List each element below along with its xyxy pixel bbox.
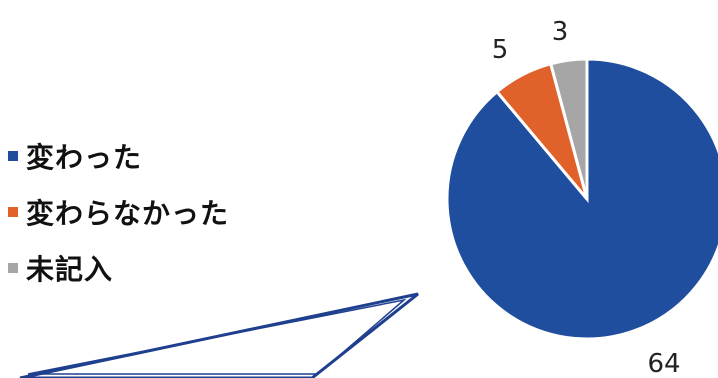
callout-arrow [19, 292, 419, 378]
data-label: 3 [552, 17, 569, 47]
pie-slice-changed [445, 57, 718, 341]
legend-swatch [8, 263, 18, 273]
legend-label: 未記入 [26, 253, 114, 286]
legend-item-unchanged: 変わらなかった [8, 194, 229, 230]
data-label: 64 [647, 349, 680, 378]
legend-swatch [8, 151, 18, 161]
legend: 変わった 変わらなかった 未記入 [8, 138, 229, 286]
data-labels: 64 5 3 [492, 17, 681, 378]
legend-item-changed: 変わった [8, 138, 229, 174]
legend-label: 変わった [26, 141, 143, 174]
legend-label: 変わらなかった [26, 197, 230, 230]
pie-slice-blank [548, 57, 589, 200]
pie-chart [445, 57, 718, 341]
data-label: 5 [492, 35, 509, 65]
legend-swatch [8, 207, 18, 217]
legend-item-blank: 未記入 [8, 250, 229, 286]
